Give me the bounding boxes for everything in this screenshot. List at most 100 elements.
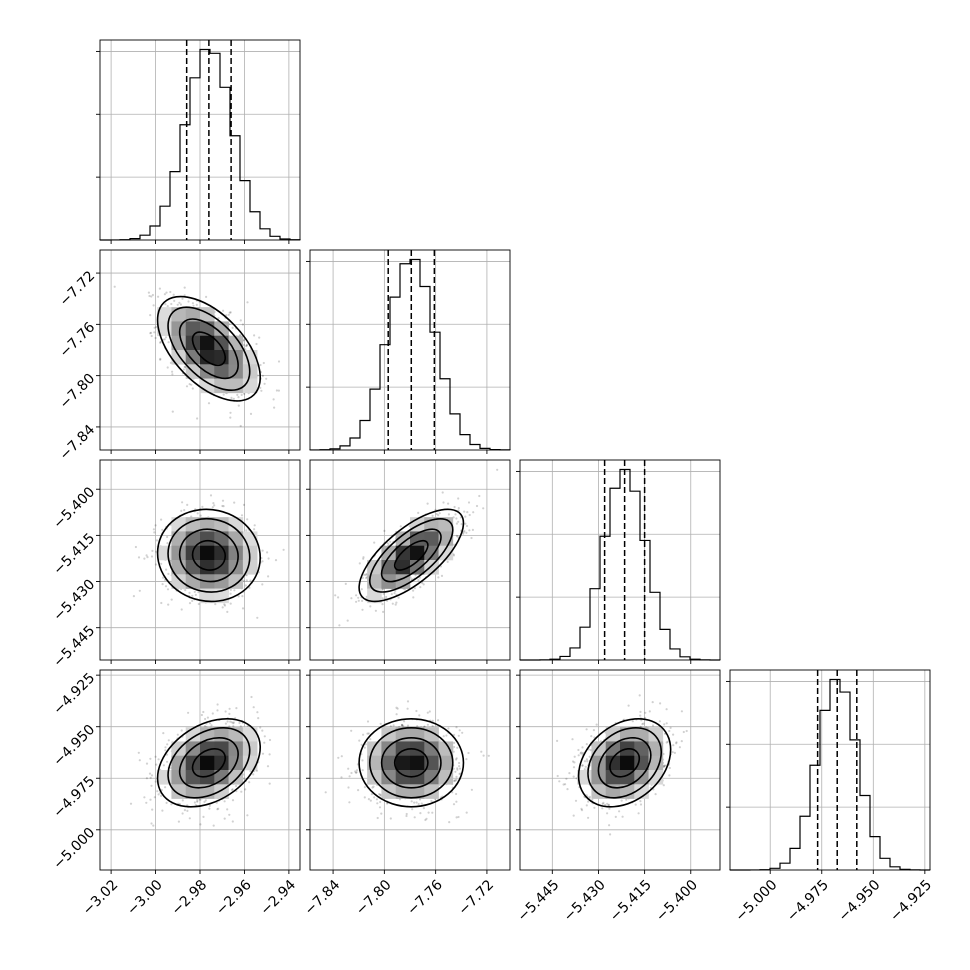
sample-point bbox=[229, 411, 232, 414]
sample-point bbox=[456, 768, 459, 771]
sample-point bbox=[181, 501, 184, 504]
sample-point bbox=[457, 734, 460, 737]
sample-point bbox=[447, 727, 450, 730]
sample-point bbox=[184, 589, 187, 592]
sample-point bbox=[230, 396, 233, 399]
sample-point bbox=[222, 309, 225, 312]
sample-point bbox=[418, 714, 421, 717]
sample-point bbox=[160, 562, 163, 565]
contour-level-0 bbox=[191, 539, 227, 571]
sample-point bbox=[197, 591, 200, 594]
sample-point bbox=[453, 741, 456, 745]
sample-point bbox=[372, 785, 375, 788]
sample-point bbox=[245, 344, 248, 347]
sample-point bbox=[614, 815, 617, 819]
sample-point bbox=[390, 593, 393, 596]
sample-point bbox=[378, 793, 381, 796]
sample-point bbox=[261, 752, 265, 755]
sample-point bbox=[191, 387, 194, 390]
x-tick-label-p1: −2.96 bbox=[213, 877, 255, 919]
sample-point bbox=[208, 807, 211, 810]
sample-point bbox=[399, 525, 402, 528]
contour-level-3 bbox=[156, 508, 262, 603]
sample-point bbox=[183, 365, 186, 369]
sample-point bbox=[171, 370, 174, 373]
sample-point bbox=[166, 535, 169, 539]
sample-point bbox=[373, 796, 376, 799]
density-cell bbox=[228, 545, 244, 561]
sample-point bbox=[362, 733, 365, 736]
sample-point bbox=[231, 820, 234, 823]
sample-point bbox=[413, 587, 416, 590]
sample-point bbox=[261, 583, 264, 586]
sample-point bbox=[162, 732, 165, 735]
sample-point bbox=[410, 800, 413, 803]
sample-point bbox=[147, 291, 150, 294]
sample-point bbox=[214, 603, 217, 606]
sample-point bbox=[226, 720, 229, 723]
sample-point bbox=[242, 579, 245, 583]
sample-point bbox=[361, 769, 364, 772]
sample-point bbox=[229, 720, 232, 723]
sample-point bbox=[367, 798, 370, 801]
sample-point bbox=[422, 583, 425, 586]
panel-p2-p4: −7.84 −7.80 −7.76 −7.72 bbox=[302, 669, 511, 919]
sample-point bbox=[241, 607, 245, 610]
sample-point bbox=[132, 595, 135, 598]
sample-point bbox=[181, 812, 184, 815]
sample-point bbox=[568, 772, 571, 775]
sample-point bbox=[159, 340, 162, 344]
y-tick-label-p4: −5.000 bbox=[50, 825, 98, 873]
sample-point bbox=[241, 595, 244, 598]
sample-point bbox=[145, 777, 148, 780]
sample-point bbox=[366, 732, 369, 735]
sample-point bbox=[226, 610, 229, 614]
panel-frame bbox=[519, 459, 721, 661]
sample-point bbox=[183, 809, 186, 812]
sample-point bbox=[255, 342, 258, 346]
sample-point bbox=[455, 816, 458, 819]
sample-point bbox=[374, 609, 377, 612]
sample-point bbox=[669, 726, 672, 730]
histogram-p1 bbox=[99, 48, 301, 241]
sample-point bbox=[465, 811, 468, 814]
density-cell bbox=[200, 307, 215, 322]
sample-point bbox=[203, 800, 206, 804]
sample-point bbox=[145, 801, 148, 804]
sample-point bbox=[263, 382, 266, 385]
sample-point bbox=[354, 770, 357, 773]
sample-point bbox=[228, 707, 231, 710]
sample-point bbox=[427, 811, 430, 814]
x-tick-label-p1: −2.98 bbox=[169, 877, 211, 919]
sample-point bbox=[455, 792, 458, 796]
sample-point bbox=[242, 503, 246, 506]
sample-point bbox=[240, 790, 243, 793]
contour-level-2 bbox=[167, 517, 251, 593]
sample-point bbox=[150, 822, 153, 825]
sample-point bbox=[437, 576, 440, 579]
sample-point bbox=[426, 502, 429, 505]
density-cell bbox=[228, 531, 244, 547]
sample-point bbox=[134, 545, 137, 549]
sample-point bbox=[152, 304, 155, 307]
sample-point bbox=[246, 518, 249, 521]
sample-point bbox=[396, 707, 399, 710]
sample-point bbox=[166, 366, 169, 369]
sample-point bbox=[392, 724, 395, 727]
sample-point bbox=[193, 590, 196, 594]
sample-point bbox=[412, 596, 415, 599]
sample-point bbox=[231, 326, 234, 329]
sample-point bbox=[162, 576, 165, 579]
sample-point bbox=[426, 723, 429, 726]
sample-point bbox=[463, 530, 466, 533]
sample-point bbox=[395, 601, 398, 604]
sample-point bbox=[373, 541, 376, 544]
sample-point bbox=[261, 560, 264, 563]
sample-point bbox=[379, 800, 382, 804]
sample-point bbox=[222, 505, 225, 508]
sample-point bbox=[465, 758, 468, 761]
sample-point bbox=[221, 504, 224, 508]
sample-point bbox=[193, 801, 196, 804]
sample-point bbox=[363, 746, 366, 749]
sample-point bbox=[380, 812, 383, 815]
